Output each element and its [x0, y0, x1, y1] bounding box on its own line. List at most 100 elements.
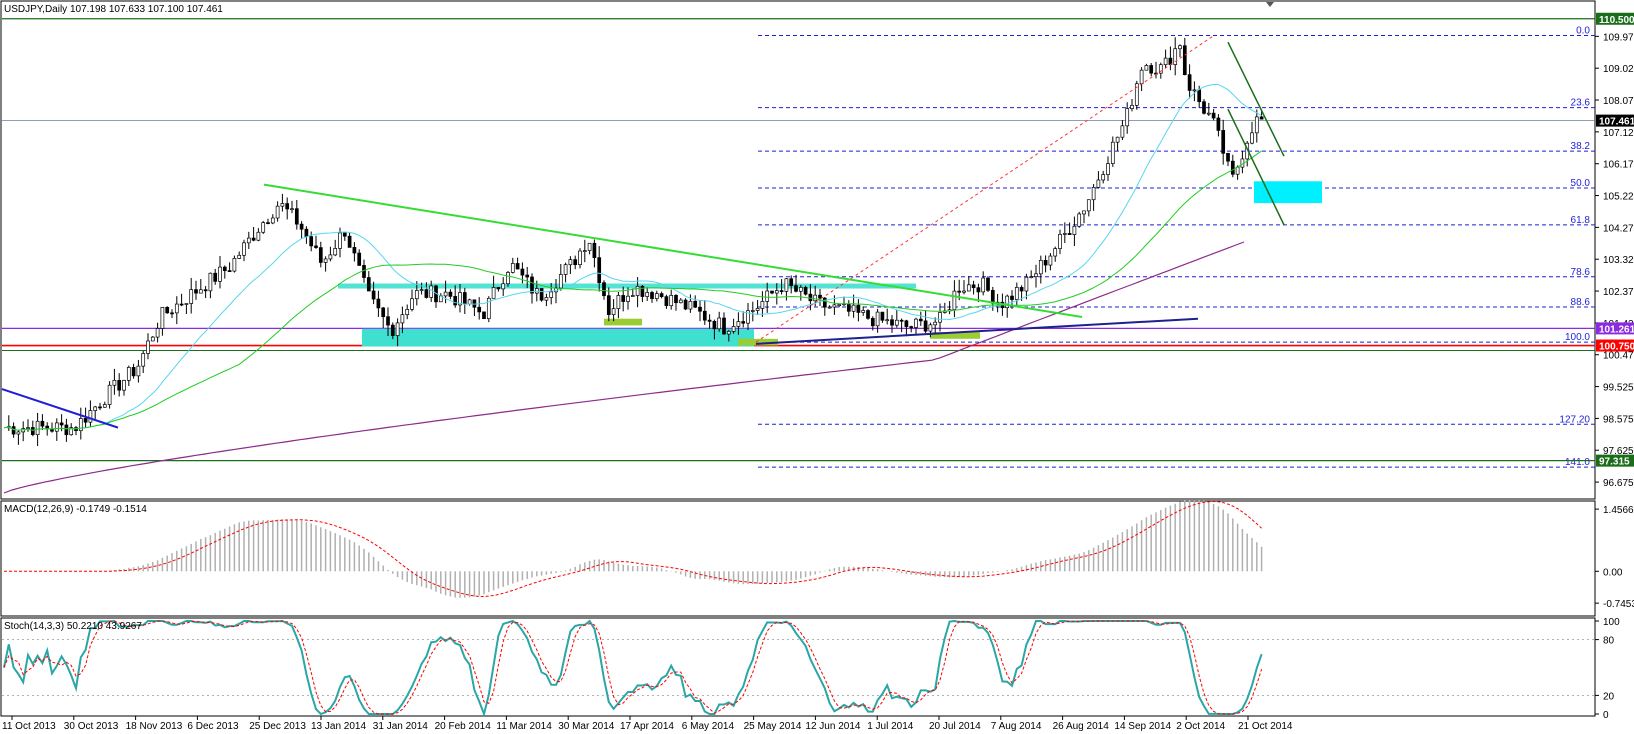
candle-body — [266, 222, 270, 224]
candle-body — [822, 297, 827, 308]
main-pane[interactable] — [0, 0, 1596, 500]
candle-body — [405, 309, 410, 316]
candle-body — [69, 427, 74, 436]
candle-body — [770, 290, 774, 294]
candle-body — [818, 294, 822, 299]
candle-body — [568, 259, 573, 266]
candle-body — [774, 290, 779, 294]
candle-body — [242, 242, 246, 256]
macd-pane[interactable] — [0, 500, 1596, 617]
candle-body — [1173, 48, 1178, 65]
candle-body — [203, 289, 208, 292]
date-tick-label: 30 Mar 2014 — [558, 721, 615, 732]
candle-body — [1072, 225, 1077, 235]
candle-body — [112, 379, 117, 386]
price-tick-label: 97.625 — [1603, 446, 1634, 457]
candle-body — [549, 291, 554, 298]
candle-body — [1010, 295, 1014, 300]
candle-body — [194, 289, 198, 294]
candle-body — [645, 292, 650, 297]
candle-body — [117, 379, 122, 391]
candle-body — [1192, 89, 1197, 92]
candle-body — [875, 311, 880, 327]
candle-body — [899, 319, 904, 322]
stoch-signal-line — [3, 620, 1263, 715]
candle-body — [515, 263, 520, 270]
candle-body — [1226, 152, 1230, 162]
candle-body — [366, 277, 371, 292]
macd-signal-line — [4, 500, 1262, 598]
candle-body — [722, 317, 726, 335]
candle-body — [174, 303, 179, 314]
candle-body — [1082, 210, 1086, 215]
candle-body — [582, 250, 587, 252]
candle-body — [789, 278, 794, 286]
candle-body — [395, 322, 400, 336]
stoch-pane[interactable] — [0, 617, 1596, 717]
candle-body — [443, 291, 448, 297]
candle-body — [976, 287, 981, 293]
stoch-tick-label: 0 — [1603, 710, 1609, 721]
candle-body — [990, 290, 995, 304]
candle-body — [213, 272, 218, 282]
candle-body — [218, 266, 222, 282]
candle-body — [750, 310, 755, 312]
candle-body — [707, 319, 712, 322]
candle-body — [1144, 65, 1149, 71]
ma-slow-line — [3, 241, 1245, 494]
candle-body — [309, 236, 314, 247]
candle-body — [491, 287, 496, 299]
candle-body — [1134, 83, 1139, 106]
candle-body — [16, 431, 21, 435]
price-badge — [1596, 322, 1634, 335]
date-tick-label: 11 Mar 2014 — [496, 721, 552, 732]
price-tick-label: 106.175 — [1603, 160, 1634, 171]
candle-body — [510, 263, 515, 273]
date-tick-label: 26 Aug 2014 — [1053, 721, 1110, 732]
candle-body — [1182, 45, 1187, 75]
date-tick-label: 31 Jan 2014 — [373, 721, 428, 732]
candle-body — [179, 303, 184, 306]
candle-body — [1005, 295, 1010, 309]
candle-body — [208, 272, 213, 292]
candle-body — [635, 285, 640, 296]
candle-body — [1125, 108, 1130, 127]
candle-body — [587, 242, 592, 251]
candle-body — [136, 365, 141, 377]
candle-body — [1053, 248, 1058, 257]
candle-body — [904, 320, 909, 327]
candle-body — [93, 406, 98, 411]
candle-body — [1062, 233, 1067, 235]
candle-body — [59, 422, 64, 426]
candle-body — [496, 287, 501, 290]
date-tick-label: 20 Feb 2014 — [435, 721, 492, 732]
candle-body — [890, 319, 894, 326]
candle-body — [923, 320, 928, 332]
candle-body — [808, 293, 813, 302]
candle-body — [966, 284, 971, 292]
candle-body — [232, 258, 237, 272]
scroll-marker-icon[interactable] — [1266, 2, 1274, 7]
candle-body — [630, 295, 635, 297]
candle-body — [419, 289, 424, 291]
candle-body — [1024, 276, 1029, 292]
candle-body — [832, 304, 837, 308]
price-tick-label: 107.125 — [1603, 128, 1634, 139]
candle-body — [1130, 104, 1134, 109]
candle-body — [784, 278, 789, 292]
ma-mid-line — [3, 150, 1262, 431]
fib-level-label: 38.2 — [1571, 141, 1591, 152]
candle-body — [83, 418, 88, 423]
candle-body — [1067, 233, 1072, 235]
candle-body — [1259, 116, 1264, 120]
candle-body — [731, 326, 736, 332]
candle-body — [64, 424, 69, 436]
candle-body — [654, 293, 659, 299]
candle-body — [304, 228, 309, 237]
fib-level-label: 88.6 — [1571, 297, 1591, 308]
candle-body — [347, 235, 352, 248]
candle-body — [462, 292, 467, 305]
candle-body — [1014, 287, 1019, 300]
price-badge-label: 100.750 — [1599, 342, 1634, 353]
